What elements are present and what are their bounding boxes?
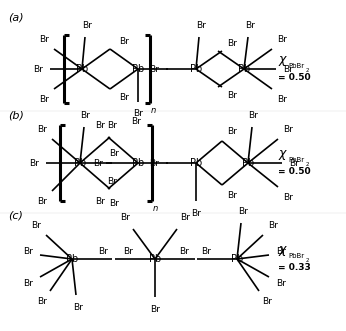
Text: Br: Br [95, 120, 105, 129]
Text: Br: Br [196, 21, 206, 29]
Text: Br: Br [119, 36, 129, 45]
Text: Br: Br [82, 21, 92, 29]
Text: Br: Br [39, 34, 49, 43]
Text: Br: Br [107, 176, 117, 185]
Text: Br: Br [276, 247, 286, 256]
Text: Br: Br [277, 34, 287, 43]
Text: Br: Br [37, 197, 47, 206]
Text: $\chi$: $\chi$ [278, 148, 288, 162]
Text: Br: Br [283, 193, 293, 202]
Text: = 0.50: = 0.50 [278, 166, 311, 175]
Text: Br: Br [238, 207, 248, 215]
Text: PbBr: PbBr [288, 63, 304, 69]
Text: Br: Br [179, 247, 189, 256]
Text: Br: Br [80, 111, 90, 119]
Text: n: n [153, 204, 158, 213]
Text: Pb: Pb [231, 254, 243, 264]
Text: $\chi$: $\chi$ [278, 244, 288, 258]
Text: Br: Br [191, 209, 201, 217]
Text: Br: Br [107, 120, 117, 129]
Text: Br: Br [276, 278, 286, 288]
Text: Br: Br [73, 303, 83, 311]
Text: Pb: Pb [190, 64, 202, 74]
Text: Br: Br [98, 247, 108, 256]
Text: Pb: Pb [132, 158, 144, 168]
Text: Br: Br [149, 159, 159, 167]
Text: Br: Br [37, 297, 47, 306]
Text: Br: Br [33, 65, 43, 73]
Text: Br: Br [283, 124, 293, 133]
Text: Pb: Pb [242, 158, 254, 168]
Text: Br: Br [268, 220, 278, 229]
Text: Br: Br [93, 159, 103, 167]
Text: Br: Br [23, 278, 33, 288]
Text: Br: Br [109, 149, 119, 158]
Text: Br: Br [277, 94, 287, 104]
Text: 2: 2 [306, 162, 310, 166]
Text: Br: Br [283, 65, 293, 73]
Text: = 0.33: = 0.33 [278, 262, 311, 271]
Text: Br: Br [262, 297, 272, 306]
Text: 2: 2 [306, 258, 310, 262]
Text: Br: Br [201, 247, 211, 256]
Text: Br: Br [123, 247, 133, 256]
Text: Br: Br [245, 21, 255, 29]
Text: n: n [151, 106, 156, 115]
Text: (a): (a) [8, 13, 24, 23]
Text: Br: Br [120, 213, 130, 221]
Text: Br: Br [227, 38, 237, 48]
Text: Br: Br [227, 126, 237, 135]
Text: Br: Br [289, 159, 299, 167]
Text: Pb: Pb [238, 64, 250, 74]
Text: Br: Br [39, 94, 49, 104]
Text: PbBr: PbBr [288, 253, 304, 259]
Text: Br: Br [23, 247, 33, 256]
Text: Br: Br [119, 92, 129, 102]
Text: Pb: Pb [74, 158, 86, 168]
Text: Br: Br [248, 111, 258, 119]
Text: 2: 2 [306, 68, 310, 72]
Text: = 0.50: = 0.50 [278, 72, 311, 81]
Text: (b): (b) [8, 111, 24, 121]
Text: Br: Br [150, 305, 160, 313]
Text: Pb: Pb [190, 158, 202, 168]
Text: Br: Br [149, 65, 159, 73]
Text: (c): (c) [8, 211, 23, 221]
Text: Br: Br [29, 159, 39, 167]
Text: Br: Br [37, 124, 47, 133]
Text: Br: Br [109, 199, 119, 208]
Text: Br: Br [227, 191, 237, 200]
Text: Pb: Pb [149, 254, 161, 264]
Text: Pb: Pb [66, 254, 78, 264]
Text: Br: Br [131, 117, 141, 125]
Text: Pb: Pb [132, 64, 144, 74]
Text: Br: Br [95, 197, 105, 206]
Text: Br: Br [31, 220, 41, 229]
Text: Br: Br [227, 90, 237, 100]
Text: Pb: Pb [76, 64, 88, 74]
Text: Br: Br [180, 213, 190, 221]
Text: PbBr: PbBr [288, 157, 304, 163]
Text: $\chi$: $\chi$ [278, 54, 288, 68]
Text: Br: Br [133, 110, 143, 118]
